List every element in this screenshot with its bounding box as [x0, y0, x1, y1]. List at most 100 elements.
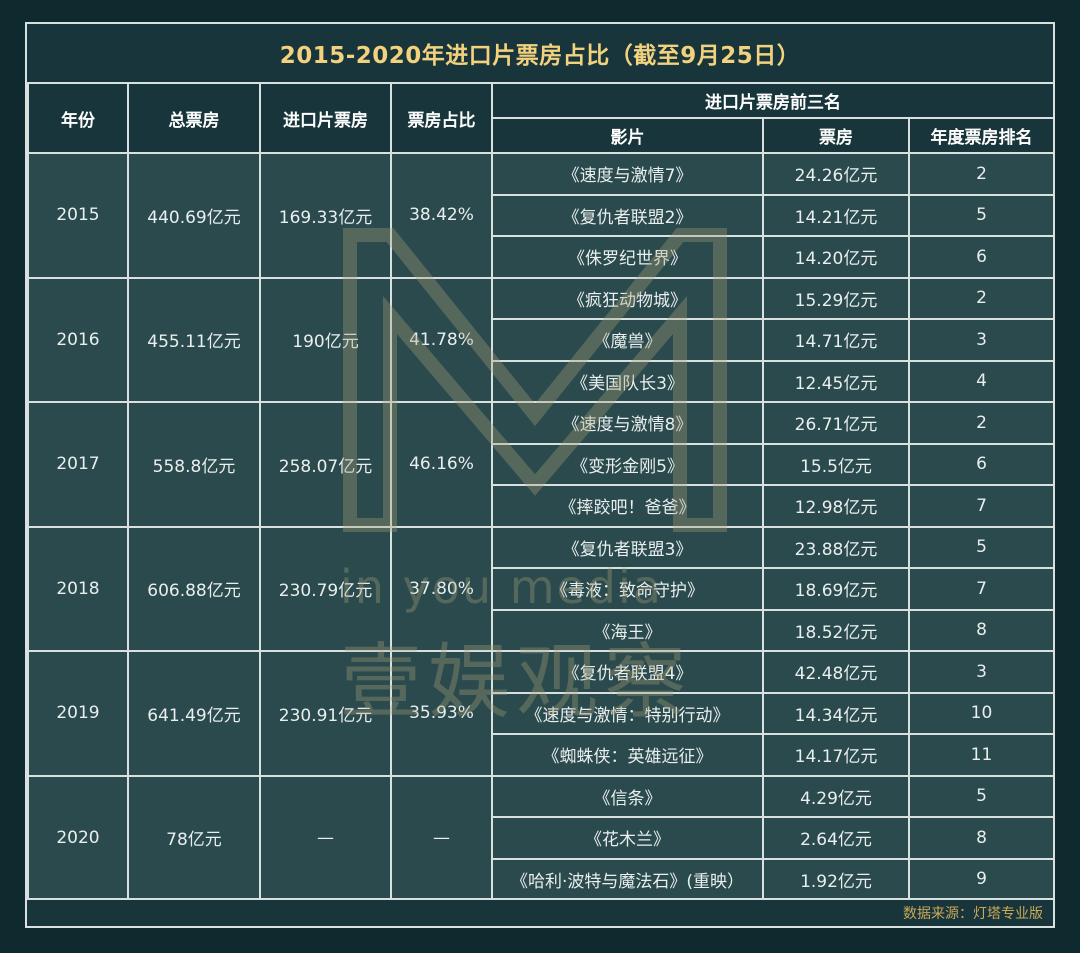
box-cell: 1.92亿元 [762, 857, 910, 901]
rank-cell: 8 [908, 608, 1055, 652]
imported-cell: — [259, 774, 392, 901]
box-cell: 15.29亿元 [762, 276, 910, 320]
rank-cell: 7 [908, 567, 1055, 611]
box-cell: 15.5亿元 [762, 442, 910, 486]
film-cell: 《哈利·波特与魔法石》(重映） [491, 857, 764, 901]
box-cell: 12.98亿元 [762, 484, 910, 528]
ratio-cell: — [390, 774, 493, 901]
box-cell: 14.34亿元 [762, 691, 910, 735]
rank-cell: 7 [908, 484, 1055, 528]
rank-cell: 5 [908, 193, 1055, 237]
header-rank: 年度票房排名 [908, 117, 1055, 154]
film-cell: 《速度与激情7》 [491, 152, 764, 196]
film-cell: 《复仇者联盟3》 [491, 525, 764, 569]
table-row: 《毒液：致命守护》 18.69亿元 7 [28, 567, 1055, 611]
film-cell: 《毒液：致命守护》 [491, 567, 764, 611]
total-cell: 606.88亿元 [127, 525, 261, 652]
box-cell: 14.20亿元 [762, 235, 910, 279]
year-cell: 2018 [27, 525, 129, 652]
imported-cell: 190亿元 [259, 276, 392, 403]
box-cell: 18.52亿元 [762, 608, 910, 652]
rank-cell: 11 [908, 733, 1055, 777]
box-cell: 23.88亿元 [762, 525, 910, 569]
box-cell: 12.45亿元 [762, 359, 910, 403]
film-cell: 《侏罗纪世界》 [491, 235, 764, 279]
film-cell: 《速度与激情：特别行动》 [491, 691, 764, 735]
header-film: 影片 [491, 117, 764, 154]
imported-cell: 169.33亿元 [259, 152, 392, 279]
film-cell: 《海王》 [491, 608, 764, 652]
film-cell: 《复仇者联盟4》 [491, 650, 764, 694]
box-cell: 4.29亿元 [762, 774, 910, 818]
film-cell: 《信条》 [491, 774, 764, 818]
film-cell: 《蜘蛛侠：英雄远征》 [491, 733, 764, 777]
header-box: 票房 [762, 117, 910, 154]
table-row: 《美国队长3》 12.45亿元 4 [28, 359, 1055, 403]
table-frame: 2015-2020年进口片票房占比（截至9月25日） 年份 总票房 进口片票房 … [25, 22, 1055, 928]
table-row: 《花木兰》 2.64亿元 8 [28, 816, 1055, 860]
box-cell: 14.71亿元 [762, 318, 910, 362]
table-row: 2017 558.8亿元 258.07亿元 46.16% 《速度与激情8》 26.71亿元… [27, 401, 1055, 528]
rank-cell: 3 [908, 650, 1055, 694]
rank-cell: 2 [908, 276, 1055, 320]
film-cell: 《速度与激情8》 [491, 401, 764, 445]
page-title: 2015-2020年进口片票房占比（截至9月25日） [27, 24, 1053, 84]
rank-cell: 5 [908, 525, 1055, 569]
table-row: 《速度与激情：特别行动》 14.34亿元 10 [28, 691, 1055, 735]
imported-cell: 230.79亿元 [259, 525, 392, 652]
table-row: 2015 440.69亿元 169.33亿元 38.42% 《速度与激情7》 24.26亿… [27, 152, 1055, 279]
film-cell: 《美国队长3》 [491, 359, 764, 403]
year-cell: 2019 [27, 650, 129, 777]
box-cell: 24.26亿元 [762, 152, 910, 196]
table-row: 2019 641.49亿元 230.91亿元 35.93% 《复仇者联盟4》 42.48亿… [27, 650, 1055, 777]
table-row: 《哈利·波特与魔法石》(重映） 1.92亿元 9 [28, 857, 1055, 901]
box-office-table: 年份 总票房 进口片票房 票房占比 进口片票房前三名 影片 票房 年度票房排名 … [27, 82, 1055, 901]
box-cell: 42.48亿元 [762, 650, 910, 694]
year-cell: 2020 [27, 774, 129, 901]
rank-cell: 6 [908, 235, 1055, 279]
header-imported: 进口片票房 [259, 82, 392, 154]
total-cell: 440.69亿元 [127, 152, 261, 279]
ratio-cell: 35.93% [390, 650, 493, 777]
rank-cell: 8 [908, 816, 1055, 860]
header-total: 总票房 [127, 82, 261, 154]
total-cell: 641.49亿元 [127, 650, 261, 777]
table-row: 《变形金刚5》 15.5亿元 6 [28, 442, 1055, 486]
film-cell: 《魔兽》 [491, 318, 764, 362]
box-cell: 2.64亿元 [762, 816, 910, 860]
year-cell: 2016 [27, 276, 129, 403]
table-row: 2016 455.11亿元 190亿元 41.78% 《疯狂动物城》 15.29亿元 2 [27, 276, 1055, 403]
rank-cell: 4 [908, 359, 1055, 403]
rank-cell: 9 [908, 857, 1055, 901]
rank-cell: 2 [908, 152, 1055, 196]
header-year: 年份 [27, 82, 129, 154]
table-row: 2018 606.88亿元 230.79亿元 37.80% 《复仇者联盟3》 23.88亿… [27, 525, 1055, 652]
ratio-cell: 41.78% [390, 276, 493, 403]
imported-cell: 230.91亿元 [259, 650, 392, 777]
film-cell: 《疯狂动物城》 [491, 276, 764, 320]
rank-cell: 2 [908, 401, 1055, 445]
table-row: 《侏罗纪世界》 14.20亿元 6 [28, 235, 1055, 279]
film-cell: 《花木兰》 [491, 816, 764, 860]
rank-cell: 6 [908, 442, 1055, 486]
total-cell: 558.8亿元 [127, 401, 261, 528]
ratio-cell: 37.80% [390, 525, 493, 652]
data-source: 数据来源：灯塔专业版 [27, 898, 1053, 926]
rank-cell: 10 [908, 691, 1055, 735]
rank-cell: 5 [908, 774, 1055, 818]
header-ratio: 票房占比 [390, 82, 493, 154]
box-cell: 14.17亿元 [762, 733, 910, 777]
table-row: 《摔跤吧！爸爸》 12.98亿元 7 [28, 484, 1055, 528]
table-row: 2020 78亿元 — — 《信条》 4.29亿元 5 [27, 774, 1055, 901]
film-cell: 《摔跤吧！爸爸》 [491, 484, 764, 528]
ratio-cell: 38.42% [390, 152, 493, 279]
table-row: 《蜘蛛侠：英雄远征》 14.17亿元 11 [28, 733, 1055, 777]
table-row: 《复仇者联盟2》 14.21亿元 5 [28, 193, 1055, 237]
imported-cell: 258.07亿元 [259, 401, 392, 528]
box-cell: 26.71亿元 [762, 401, 910, 445]
film-cell: 《变形金刚5》 [491, 442, 764, 486]
box-cell: 14.21亿元 [762, 193, 910, 237]
ratio-cell: 46.16% [390, 401, 493, 528]
total-cell: 455.11亿元 [127, 276, 261, 403]
table-row: 《魔兽》 14.71亿元 3 [28, 318, 1055, 362]
